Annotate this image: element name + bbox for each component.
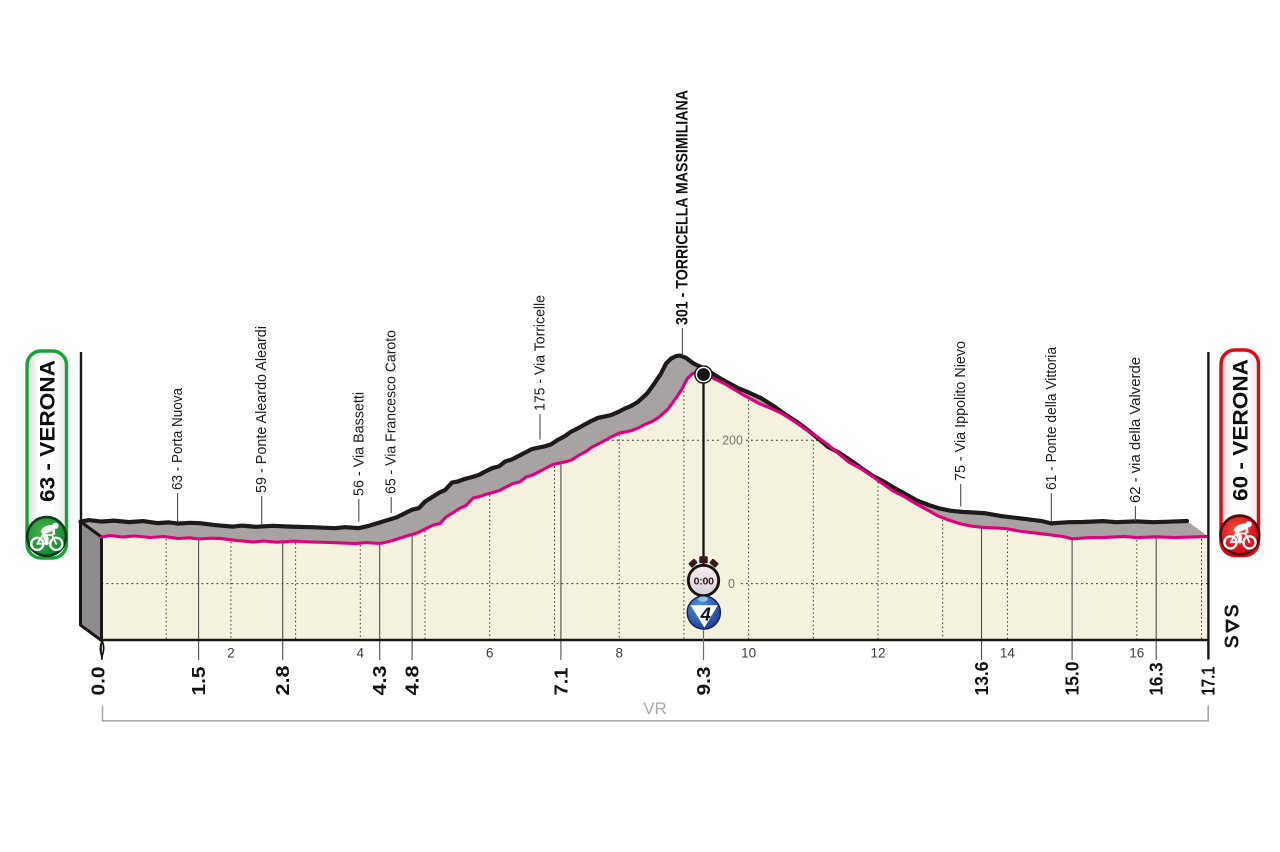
svg-text:0: 0 — [728, 577, 735, 591]
svg-text:2.8: 2.8 — [272, 666, 293, 696]
svg-text:17.1: 17.1 — [1198, 667, 1219, 696]
svg-text:4: 4 — [357, 646, 365, 661]
svg-text:65 - Via Francesco Caroto: 65 - Via Francesco Caroto — [383, 330, 400, 494]
svg-text:63 - Porta Nuova: 63 - Porta Nuova — [169, 387, 186, 490]
svg-text:VR: VR — [643, 699, 667, 718]
svg-text:S: S — [1222, 604, 1244, 617]
svg-text:63 - VERONA: 63 - VERONA — [35, 360, 59, 502]
svg-text:9.3: 9.3 — [693, 667, 714, 696]
svg-text:13.6: 13.6 — [971, 662, 992, 696]
svg-text:1.5: 1.5 — [188, 667, 209, 696]
svg-text:16: 16 — [1129, 646, 1144, 661]
svg-text:62 - via della Valverde: 62 - via della Valverde — [1127, 357, 1144, 503]
svg-text:12: 12 — [870, 646, 885, 661]
svg-text:75 - Via Ippolito Nievo: 75 - Via Ippolito Nievo — [952, 341, 969, 481]
svg-text:301 - TORRICELLA MASSIMILIANA: 301 - TORRICELLA MASSIMILIANA — [673, 90, 691, 325]
svg-text:175 - Via Torricelle: 175 - Via Torricelle — [532, 295, 549, 411]
svg-text:4.3: 4.3 — [369, 666, 390, 696]
svg-text:56 - Via Bassetti: 56 - Via Bassetti — [350, 392, 367, 496]
svg-text:0.0: 0.0 — [88, 667, 109, 696]
svg-text:6: 6 — [486, 646, 494, 661]
svg-text:61 - Ponte della Vittoria: 61 - Ponte della Vittoria — [1043, 346, 1060, 490]
svg-text:200: 200 — [722, 434, 743, 448]
svg-text:S: S — [1222, 635, 1244, 648]
svg-text:4.8: 4.8 — [402, 666, 423, 696]
svg-text:15.0: 15.0 — [1062, 662, 1083, 696]
svg-text:7.1: 7.1 — [550, 668, 571, 696]
svg-text:2: 2 — [227, 646, 235, 661]
svg-text:4: 4 — [699, 603, 710, 624]
svg-text:0:00: 0:00 — [694, 576, 715, 588]
svg-text:59 - Ponte Aleardo Aleardi: 59 - Ponte Aleardo Aleardi — [253, 326, 270, 493]
svg-text:60 - VERONA: 60 - VERONA — [1229, 359, 1253, 501]
svg-text:10: 10 — [741, 646, 756, 661]
svg-text:16.3: 16.3 — [1146, 663, 1167, 696]
svg-text:8: 8 — [615, 646, 623, 661]
svg-text:14: 14 — [1000, 646, 1016, 661]
